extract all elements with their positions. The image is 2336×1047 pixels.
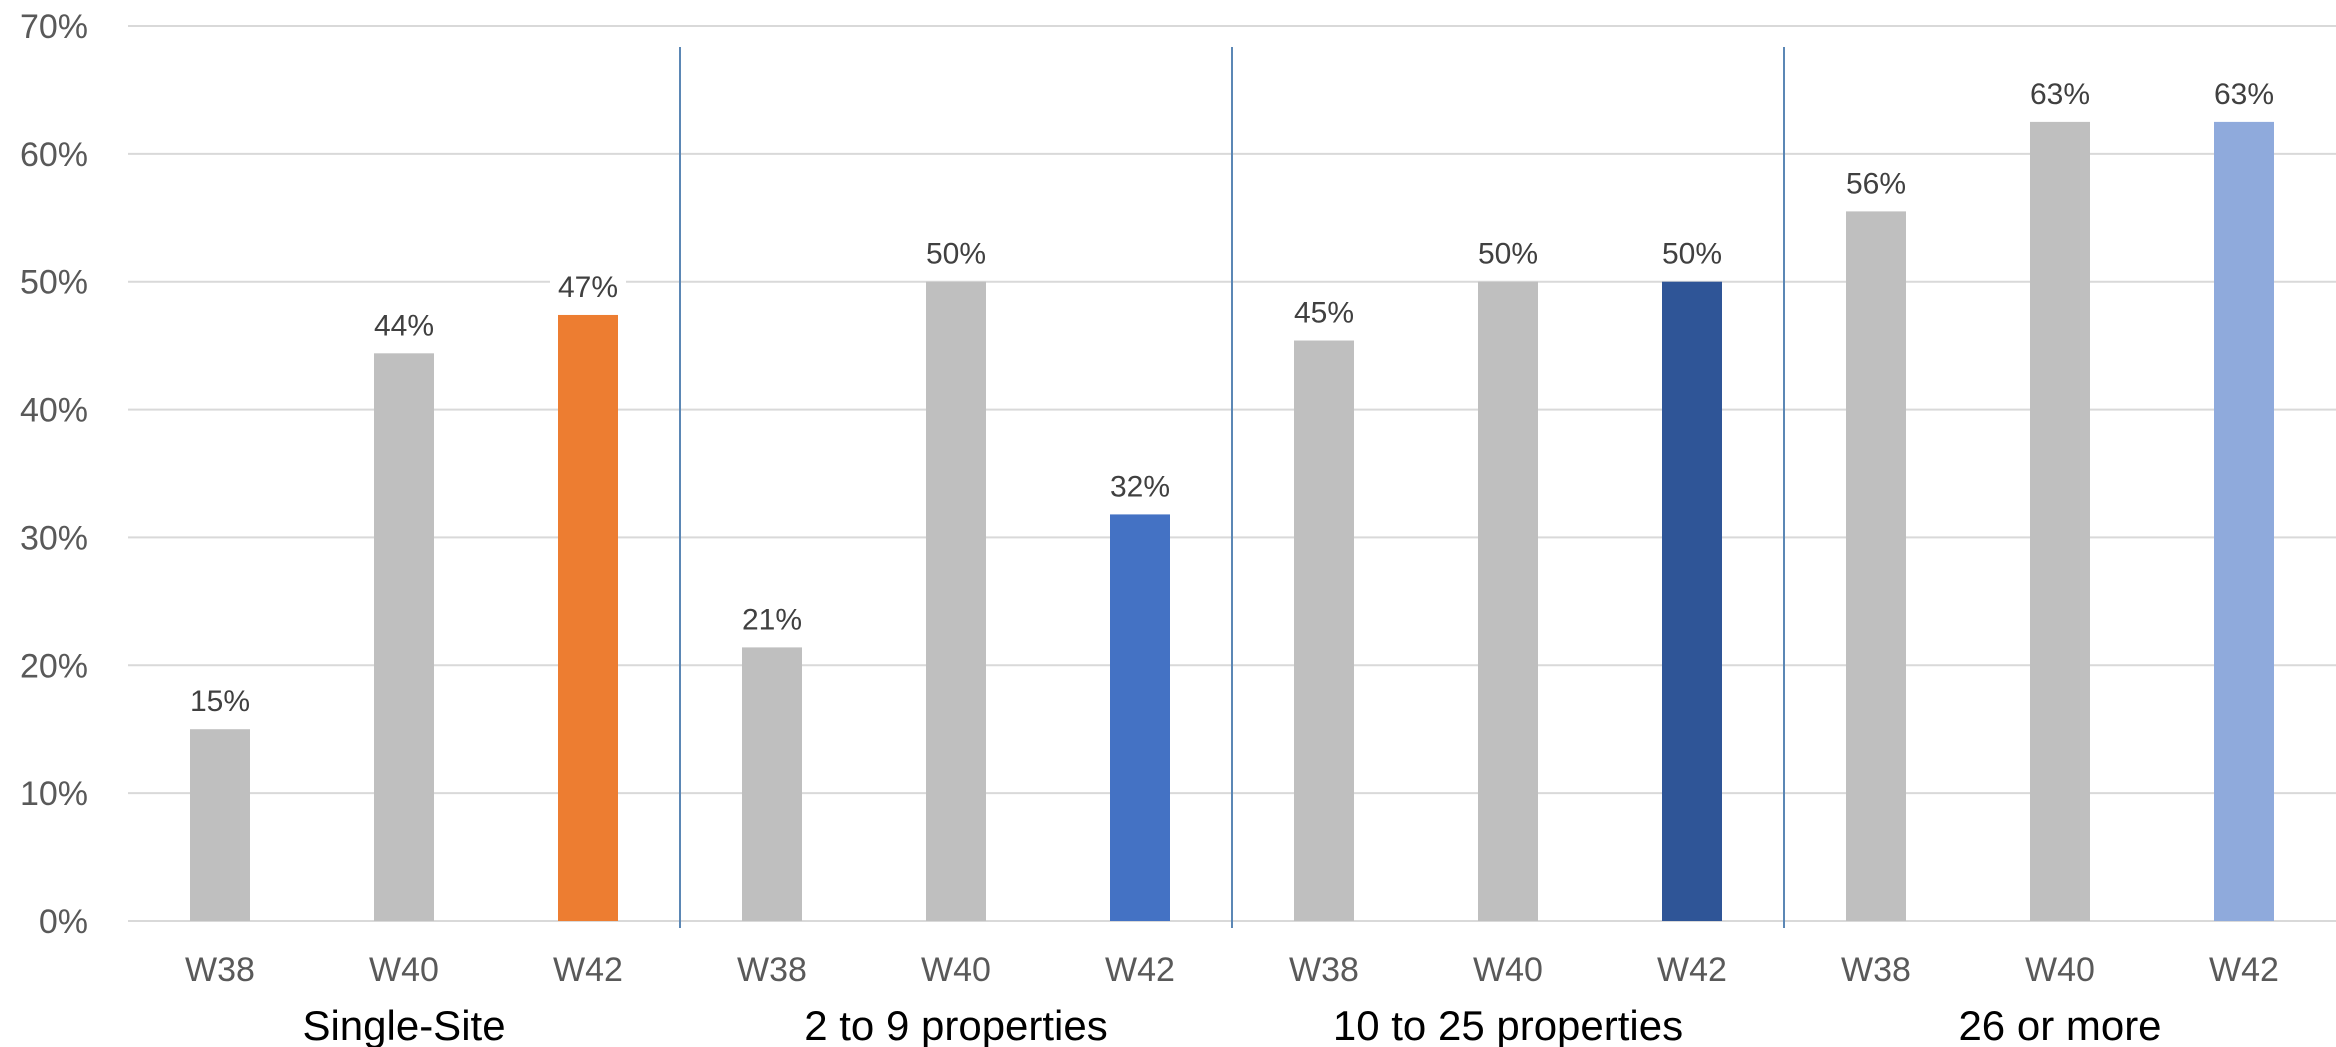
data-label-background (1102, 464, 1178, 505)
x-tick-label: W40 (1473, 951, 1543, 989)
group-label: 26 or more (1958, 1002, 2161, 1047)
bar (2214, 121, 2274, 921)
data-label-background (2206, 71, 2282, 112)
data-label: 45% (1294, 297, 1354, 330)
data-label: 50% (1662, 238, 1722, 271)
x-tick-label: W42 (1105, 951, 1175, 989)
x-tick-label: W38 (185, 951, 255, 989)
bar (926, 281, 986, 921)
bar (190, 729, 250, 921)
bar (1110, 514, 1170, 921)
y-tick-label: 0% (39, 903, 88, 941)
data-label: 56% (1846, 167, 1906, 200)
x-tick-label: W38 (1289, 951, 1359, 989)
y-tick-label: 30% (20, 519, 88, 557)
group-label: 10 to 25 properties (1333, 1002, 1683, 1047)
bar (742, 647, 802, 921)
bar (1662, 281, 1722, 921)
data-label-background (1470, 231, 1546, 272)
data-label: 21% (742, 603, 802, 636)
data-label: 47% (558, 271, 618, 304)
data-label: 32% (1110, 470, 1170, 503)
y-tick-label: 60% (20, 136, 88, 174)
x-tick-label: W38 (737, 951, 807, 989)
y-tick-label: 40% (20, 392, 88, 430)
y-tick-label: 20% (20, 647, 88, 685)
data-label: 63% (2030, 78, 2090, 111)
x-tick-label: W40 (369, 951, 439, 989)
x-tick-label: W40 (921, 951, 991, 989)
y-tick-label: 10% (20, 775, 88, 813)
group-label: 2 to 9 properties (804, 1002, 1108, 1047)
data-label-background (1654, 231, 1730, 272)
data-label-background (550, 264, 626, 305)
group-label: Single-Site (302, 1002, 505, 1047)
data-label: 63% (2214, 78, 2274, 111)
data-label-background (734, 597, 810, 638)
bar (1294, 340, 1354, 921)
x-tick-label: W40 (2025, 951, 2095, 989)
data-label-background (1286, 290, 1362, 331)
data-label-background (918, 231, 994, 272)
bar (2030, 121, 2090, 921)
data-label-background (366, 303, 442, 344)
data-label: 44% (374, 309, 434, 342)
y-tick-label: 70% (20, 8, 88, 46)
bar (1478, 281, 1538, 921)
data-label: 50% (926, 238, 986, 271)
y-tick-label: 50% (20, 264, 88, 302)
x-tick-label: W42 (553, 951, 623, 989)
data-label-background (1838, 161, 1914, 202)
data-label: 15% (190, 685, 250, 718)
x-tick-label: W42 (1657, 951, 1727, 989)
bar (558, 314, 618, 921)
bar (1846, 211, 1906, 922)
x-tick-label: W42 (2209, 951, 2279, 989)
data-label-background (182, 679, 258, 720)
data-label-background (2022, 71, 2098, 112)
x-tick-label: W38 (1841, 951, 1911, 989)
data-label: 50% (1478, 238, 1538, 271)
bar (374, 353, 434, 921)
